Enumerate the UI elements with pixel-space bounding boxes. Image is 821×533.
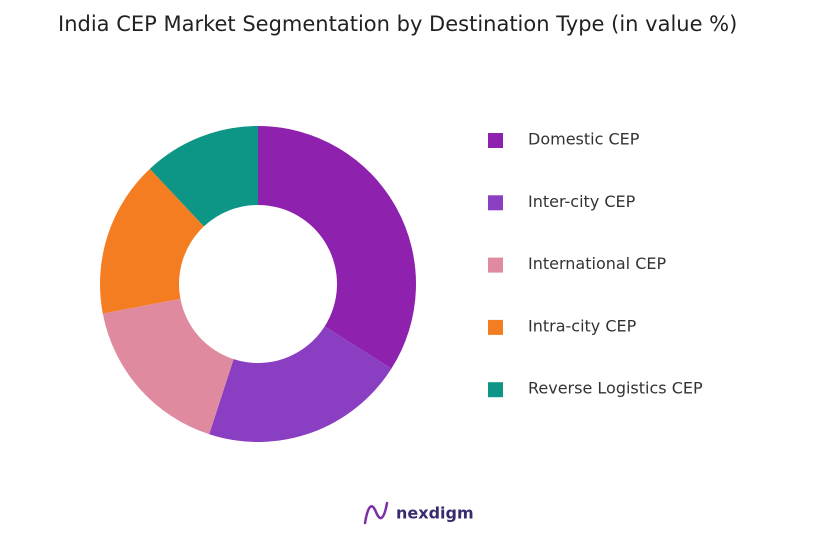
legend-label: Inter-city CEP xyxy=(528,192,636,211)
donut-slice xyxy=(209,326,392,443)
chart-title: India CEP Market Segmentation by Destina… xyxy=(58,12,738,36)
legend-label: Domestic CEP xyxy=(528,130,640,149)
legend-label: Reverse Logistics CEP xyxy=(528,379,703,398)
legend-label: International CEP xyxy=(528,254,666,273)
legend-swatch xyxy=(488,319,503,335)
legend-swatch xyxy=(488,133,503,148)
legend-swatch xyxy=(488,195,503,211)
donut-slice xyxy=(258,126,416,369)
legend-label: Intra-city CEP xyxy=(528,316,637,335)
legend-swatch xyxy=(488,257,503,273)
logo-text: nexdigm xyxy=(396,504,474,523)
donut-slice xyxy=(149,126,258,227)
donut-slice xyxy=(100,168,204,314)
legend-swatch xyxy=(488,382,503,398)
donut-slice xyxy=(102,298,234,435)
logo-icon xyxy=(363,501,389,525)
